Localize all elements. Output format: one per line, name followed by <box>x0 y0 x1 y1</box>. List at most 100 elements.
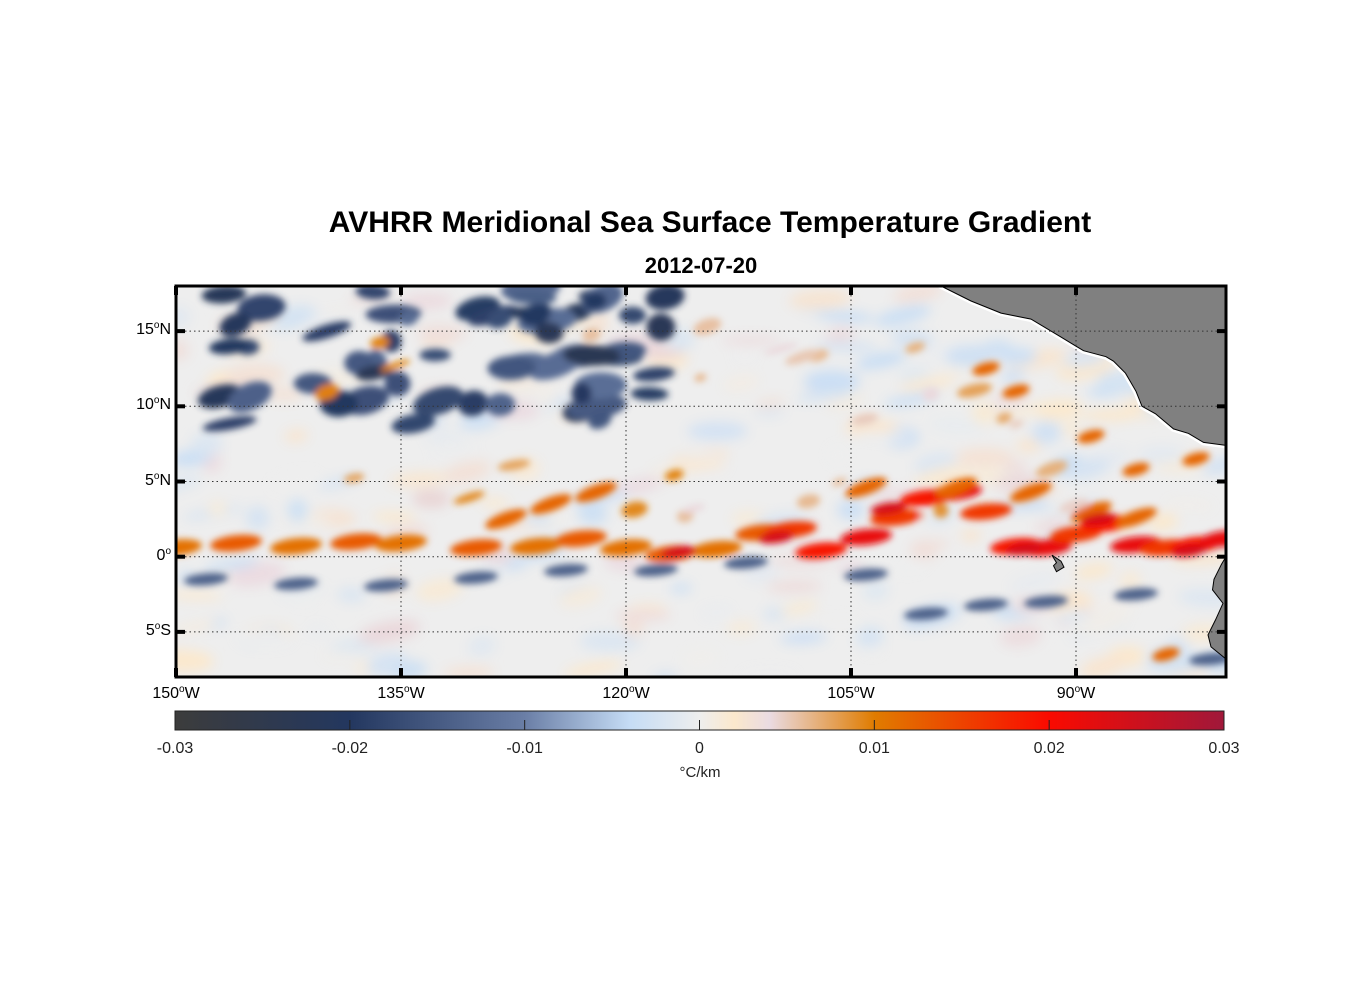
noise-blob <box>390 472 449 487</box>
front-segment <box>510 537 562 555</box>
negative-patch <box>487 355 536 380</box>
negative-patch <box>384 371 411 397</box>
front-segment <box>840 528 892 546</box>
negative-patch <box>227 381 272 413</box>
negative-band <box>274 577 318 591</box>
noise-blob <box>928 416 984 435</box>
front-branch <box>935 477 977 498</box>
noise-blob <box>861 646 886 656</box>
negative-patch <box>302 321 352 342</box>
negative-patch <box>645 286 685 310</box>
noise-blob <box>895 558 929 574</box>
noise-blob <box>837 499 865 520</box>
negative-band <box>184 573 228 586</box>
negative-patch <box>398 310 419 326</box>
noise-blob <box>815 310 875 323</box>
central-america-land <box>940 286 1226 446</box>
noise-blob <box>754 405 785 418</box>
colorbar-tick-label: 0 <box>695 740 704 757</box>
noise-blob <box>1147 513 1179 531</box>
negative-band <box>904 607 948 621</box>
noise-blob <box>766 579 823 594</box>
noise-blob <box>233 629 296 649</box>
south-america-land <box>1207 556 1226 677</box>
noise-blob <box>1015 439 1042 453</box>
noise-blob <box>815 341 878 352</box>
y-tick-label: 0o <box>156 545 171 564</box>
front-core <box>1080 512 1117 526</box>
noise-blob <box>559 585 602 608</box>
positive-streak <box>343 473 365 483</box>
noise-blob <box>803 370 860 393</box>
noise-blob <box>1137 446 1185 464</box>
positive-streak <box>851 413 879 426</box>
front-core <box>660 545 697 559</box>
negative-patch <box>391 413 436 434</box>
noise-blob <box>401 292 453 310</box>
field-strong-layer <box>176 286 1226 666</box>
land-mask <box>938 286 1226 677</box>
negative-band <box>1024 595 1068 609</box>
sst-gradient-field <box>176 286 1226 677</box>
noise-blob <box>700 605 733 620</box>
noise-blob <box>224 363 286 387</box>
coastal-front <box>1077 429 1105 444</box>
front-segment <box>555 530 607 548</box>
noise-blob <box>1001 460 1028 473</box>
positive-streak <box>1059 498 1089 513</box>
positive-streak <box>664 469 684 481</box>
noise-blob <box>467 635 496 656</box>
front-core <box>1170 544 1207 558</box>
positive-streak <box>694 373 707 382</box>
positive-streak <box>996 412 1012 424</box>
front-segment <box>330 533 382 551</box>
noise-blob <box>899 376 957 391</box>
noise-blob <box>429 440 479 459</box>
positive-streak <box>796 494 821 509</box>
positive-streak <box>693 317 722 336</box>
noise-blob <box>779 631 827 644</box>
negative-patch <box>534 322 564 344</box>
noise-blob <box>320 651 357 661</box>
noise-blob <box>336 587 366 602</box>
negative-band <box>844 568 888 581</box>
front-branch <box>1010 482 1052 502</box>
front-segment <box>795 542 847 560</box>
noise-blob <box>827 444 849 467</box>
noise-blob <box>416 324 467 341</box>
noise-blob <box>862 580 889 601</box>
negative-patch <box>380 330 402 353</box>
noise-blob <box>441 460 492 485</box>
negative-patch <box>202 416 257 432</box>
y-tick-label: 5oS <box>145 620 171 639</box>
front-segment <box>960 503 1012 521</box>
noise-blob <box>999 625 1042 647</box>
front-branch <box>1115 507 1157 528</box>
negative-patch <box>457 390 489 417</box>
colorbar-tick-label: 0.03 <box>1208 740 1240 757</box>
noise-blob <box>1201 456 1226 475</box>
noise-blob <box>415 578 464 601</box>
positive-streak <box>905 341 926 354</box>
y-tick-label: 5oN <box>144 470 171 489</box>
negative-patch <box>201 286 247 304</box>
front-segment <box>270 537 322 555</box>
positive-streak <box>933 503 949 518</box>
positive-streak <box>764 342 798 355</box>
noise-blob <box>1074 563 1113 580</box>
colorbar-ticks <box>349 720 1050 730</box>
noise-blob <box>788 289 852 310</box>
negative-patch <box>219 312 252 337</box>
noise-blob <box>577 503 608 525</box>
noise-blob <box>874 305 932 327</box>
noise-blob <box>893 286 943 303</box>
noise-blob <box>680 646 720 671</box>
chart-subtitle: 2012-07-20 <box>644 253 758 278</box>
noise-blob <box>579 631 641 652</box>
y-tick-label: 15oN <box>136 320 171 339</box>
noise-blob <box>1079 655 1128 677</box>
noise-blob <box>855 626 884 648</box>
negative-patch <box>412 386 464 416</box>
noise-blob <box>265 387 304 401</box>
y-tick-label: 10oN <box>136 395 171 414</box>
